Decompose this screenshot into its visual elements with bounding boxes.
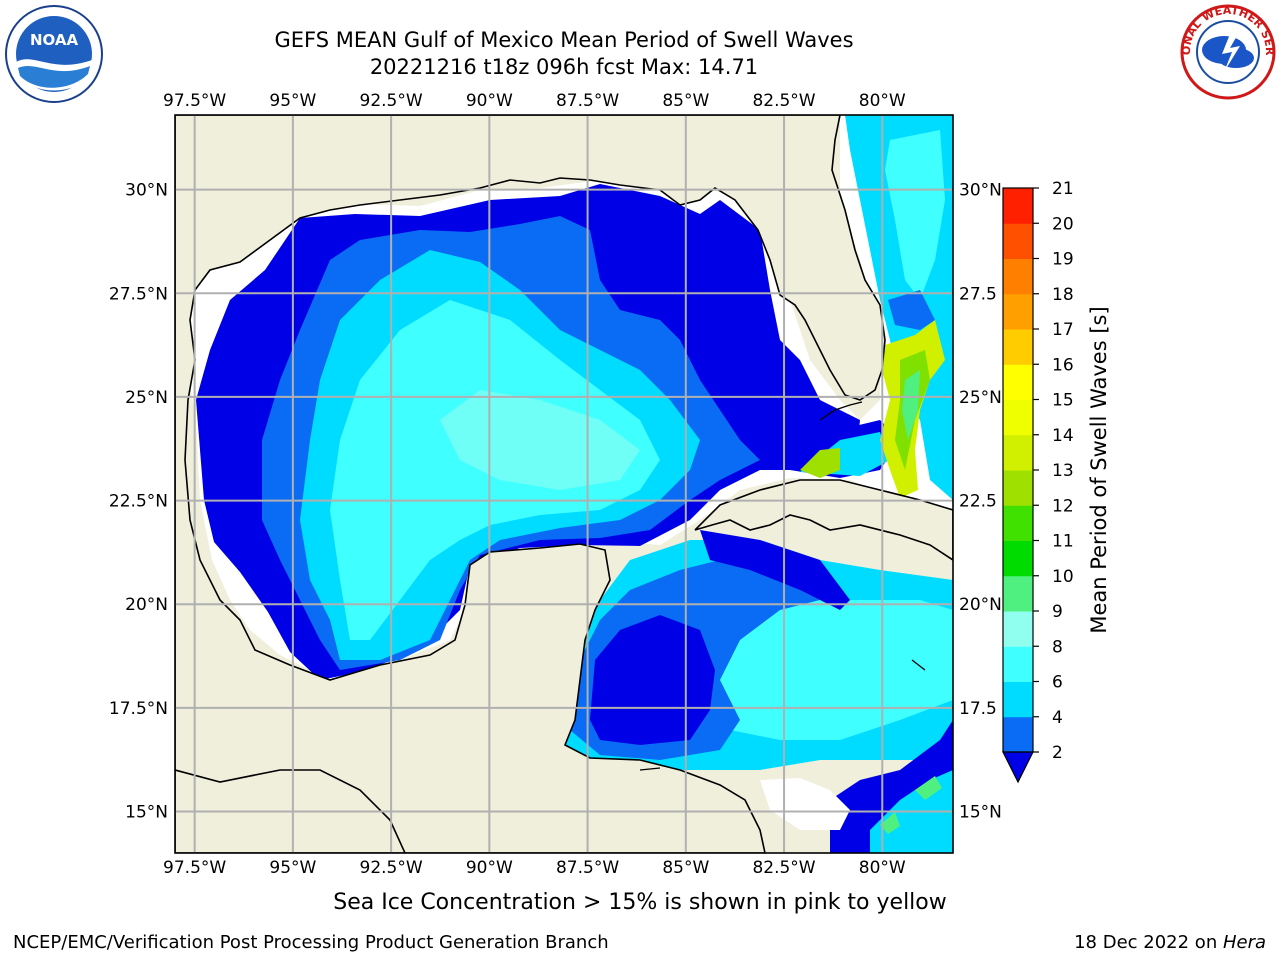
colorbar-tick-label: 18	[1052, 285, 1074, 305]
caribbean-period-8-9	[700, 600, 953, 740]
lat-tick-label-right: 30°N	[959, 181, 1002, 201]
lon-labels-top: 97.5°W 95°W 92.5°W 90°W 87.5°W 85°W 82.5°W 80°W	[163, 91, 906, 111]
sea-ice-note: Sea Ice Concentration > 15% is shown in …	[333, 890, 947, 915]
colorbar-tick-label: 17	[1052, 320, 1074, 340]
lat-labels-right: 30°N 27.5 25°N 22.5 20°N 17.5 15°N	[959, 181, 1002, 823]
straits-period-11-13	[800, 448, 840, 478]
lon-tick-label-top: 87.5°W	[556, 91, 619, 111]
lat-tick-label-left: 15°N	[125, 803, 168, 823]
lon-tick-label-top: 80°W	[859, 91, 906, 111]
colorbar-extend-triangle	[1002, 751, 1034, 784]
lat-tick-label-right: 25°N	[959, 388, 1002, 408]
map-area	[175, 115, 953, 853]
colorbar-label: Mean Period of Swell Waves [s]	[1087, 306, 1111, 633]
lat-tick-label-right: 17.5	[959, 699, 997, 719]
lon-tick-label-bottom: 92.5°W	[360, 858, 423, 878]
colorbar-tick-label: 14	[1052, 426, 1074, 446]
lat-tick-label-left: 25°N	[125, 388, 168, 408]
colorbar-segment	[1003, 223, 1033, 259]
lon-tick-label-top: 92.5°W	[360, 91, 423, 111]
lon-tick-label-top: 90°W	[466, 91, 513, 111]
colorbar-tick-label: 11	[1052, 532, 1074, 552]
colorbar-segment	[1003, 258, 1033, 295]
graticule	[175, 115, 953, 853]
lon-tick-label-top: 82.5°W	[752, 91, 815, 111]
lat-tick-label-right: 22.5	[959, 492, 997, 512]
caribbean-south-period-11	[915, 776, 942, 800]
colorbar-segment	[1003, 470, 1033, 506]
colorbar-segment	[1003, 611, 1033, 647]
lat-tick-label-right: 27.5	[959, 284, 997, 304]
atlantic-period-4-6	[888, 290, 935, 330]
colorbar-tick-label: 10	[1052, 567, 1074, 587]
colorbar-tick-label: 20	[1052, 214, 1074, 234]
colorbar-segment	[1003, 505, 1033, 541]
colorbar-segment	[1003, 188, 1033, 224]
caribbean-nw-period-2-4	[700, 530, 850, 610]
caribbean-south-period-9-10	[880, 812, 900, 834]
colorbar-segment	[1003, 364, 1033, 400]
map-title: GEFS MEAN Gulf of Mexico Mean Period of …	[274, 28, 854, 52]
colorbar-segment	[1003, 540, 1033, 577]
lon-tick-label-bottom: 90°W	[466, 858, 513, 878]
lon-tick-label-bottom: 85°W	[662, 858, 709, 878]
caribbean-white-patch	[760, 778, 850, 830]
colorbar-tick-label: 6	[1052, 673, 1063, 693]
lat-tick-label-left: 22.5°N	[109, 492, 168, 512]
noaa-logo-icon: NOAA	[5, 5, 103, 103]
colorbar-tick-label: 13	[1052, 461, 1074, 481]
lon-tick-label-bottom: 95°W	[269, 858, 316, 878]
colorbar-segment	[1003, 716, 1033, 753]
lon-tick-label-bottom: 97.5°W	[163, 858, 226, 878]
lat-tick-label-right: 15°N	[959, 803, 1002, 823]
colorbar: 2 4 6 8 9 10 11 12 13 14 15 16 17 18 19 20 21	[1002, 179, 1074, 784]
islands	[639, 401, 926, 771]
colorbar-tick-label: 12	[1052, 496, 1074, 516]
lon-tick-label-top: 95°W	[269, 91, 316, 111]
colorbar-tick-label: 19	[1052, 250, 1074, 270]
lon-tick-label-bottom: 82.5°W	[752, 858, 815, 878]
colorbar-tick-label: 8	[1052, 637, 1063, 657]
host-name: Hera	[1222, 932, 1266, 953]
lat-tick-label-left: 17.5°N	[109, 699, 168, 719]
noaa-logo-text: NOAA	[30, 31, 79, 49]
lat-tick-label-right: 20°N	[959, 595, 1002, 615]
lat-tick-label-left: 30°N	[125, 181, 168, 201]
nws-logo-icon: NATIONAL WEATHER SERVICE	[1178, 4, 1276, 100]
date-line: 18 Dec 2022 on Hera	[1074, 932, 1266, 953]
colorbar-segment	[1003, 681, 1033, 718]
colorbar-tick-label: 15	[1052, 391, 1074, 411]
atlantic-period-8-9	[885, 130, 945, 300]
colorbar-tick-label: 9	[1052, 602, 1063, 622]
map-subtitle: 20221216 t18z 096h fcst Max: 14.71	[369, 55, 759, 79]
lat-tick-label-left: 27.5°N	[109, 284, 168, 304]
caribbean-period-2-4	[590, 615, 715, 745]
bahamas-period-9-10	[902, 370, 920, 440]
lon-tick-label-top: 97.5°W	[163, 91, 226, 111]
credit-line: NCEP/EMC/Verification Post Processing Pr…	[13, 932, 609, 953]
colorbar-segment	[1003, 646, 1033, 682]
lat-tick-label-left: 20°N	[125, 595, 168, 615]
lon-labels-bottom: 97.5°W 95°W 92.5°W 90°W 87.5°W 85°W 82.5°W 80°W	[163, 858, 906, 878]
lon-tick-label-top: 85°W	[662, 91, 709, 111]
lon-tick-label-bottom: 87.5°W	[556, 858, 619, 878]
map-frame	[174, 114, 954, 854]
colorbar-tick-label: 4	[1052, 708, 1063, 728]
colorbar-segment	[1003, 575, 1033, 612]
colorbar-segment	[1003, 434, 1033, 471]
lon-tick-label-bottom: 80°W	[859, 858, 906, 878]
colorbar-segment	[1003, 293, 1033, 330]
date-text: 18 Dec 2022 on	[1074, 932, 1223, 953]
colorbar-tick-label: 21	[1052, 179, 1074, 199]
lat-labels-left: 30°N 27.5°N 25°N 22.5°N 20°N 17.5°N 15°N	[109, 181, 168, 823]
colorbar-tick-label: 16	[1052, 355, 1074, 375]
colorbar-segment	[1003, 399, 1033, 436]
colorbar-tick-label: 2	[1052, 743, 1063, 763]
colorbar-segment	[1003, 329, 1033, 365]
